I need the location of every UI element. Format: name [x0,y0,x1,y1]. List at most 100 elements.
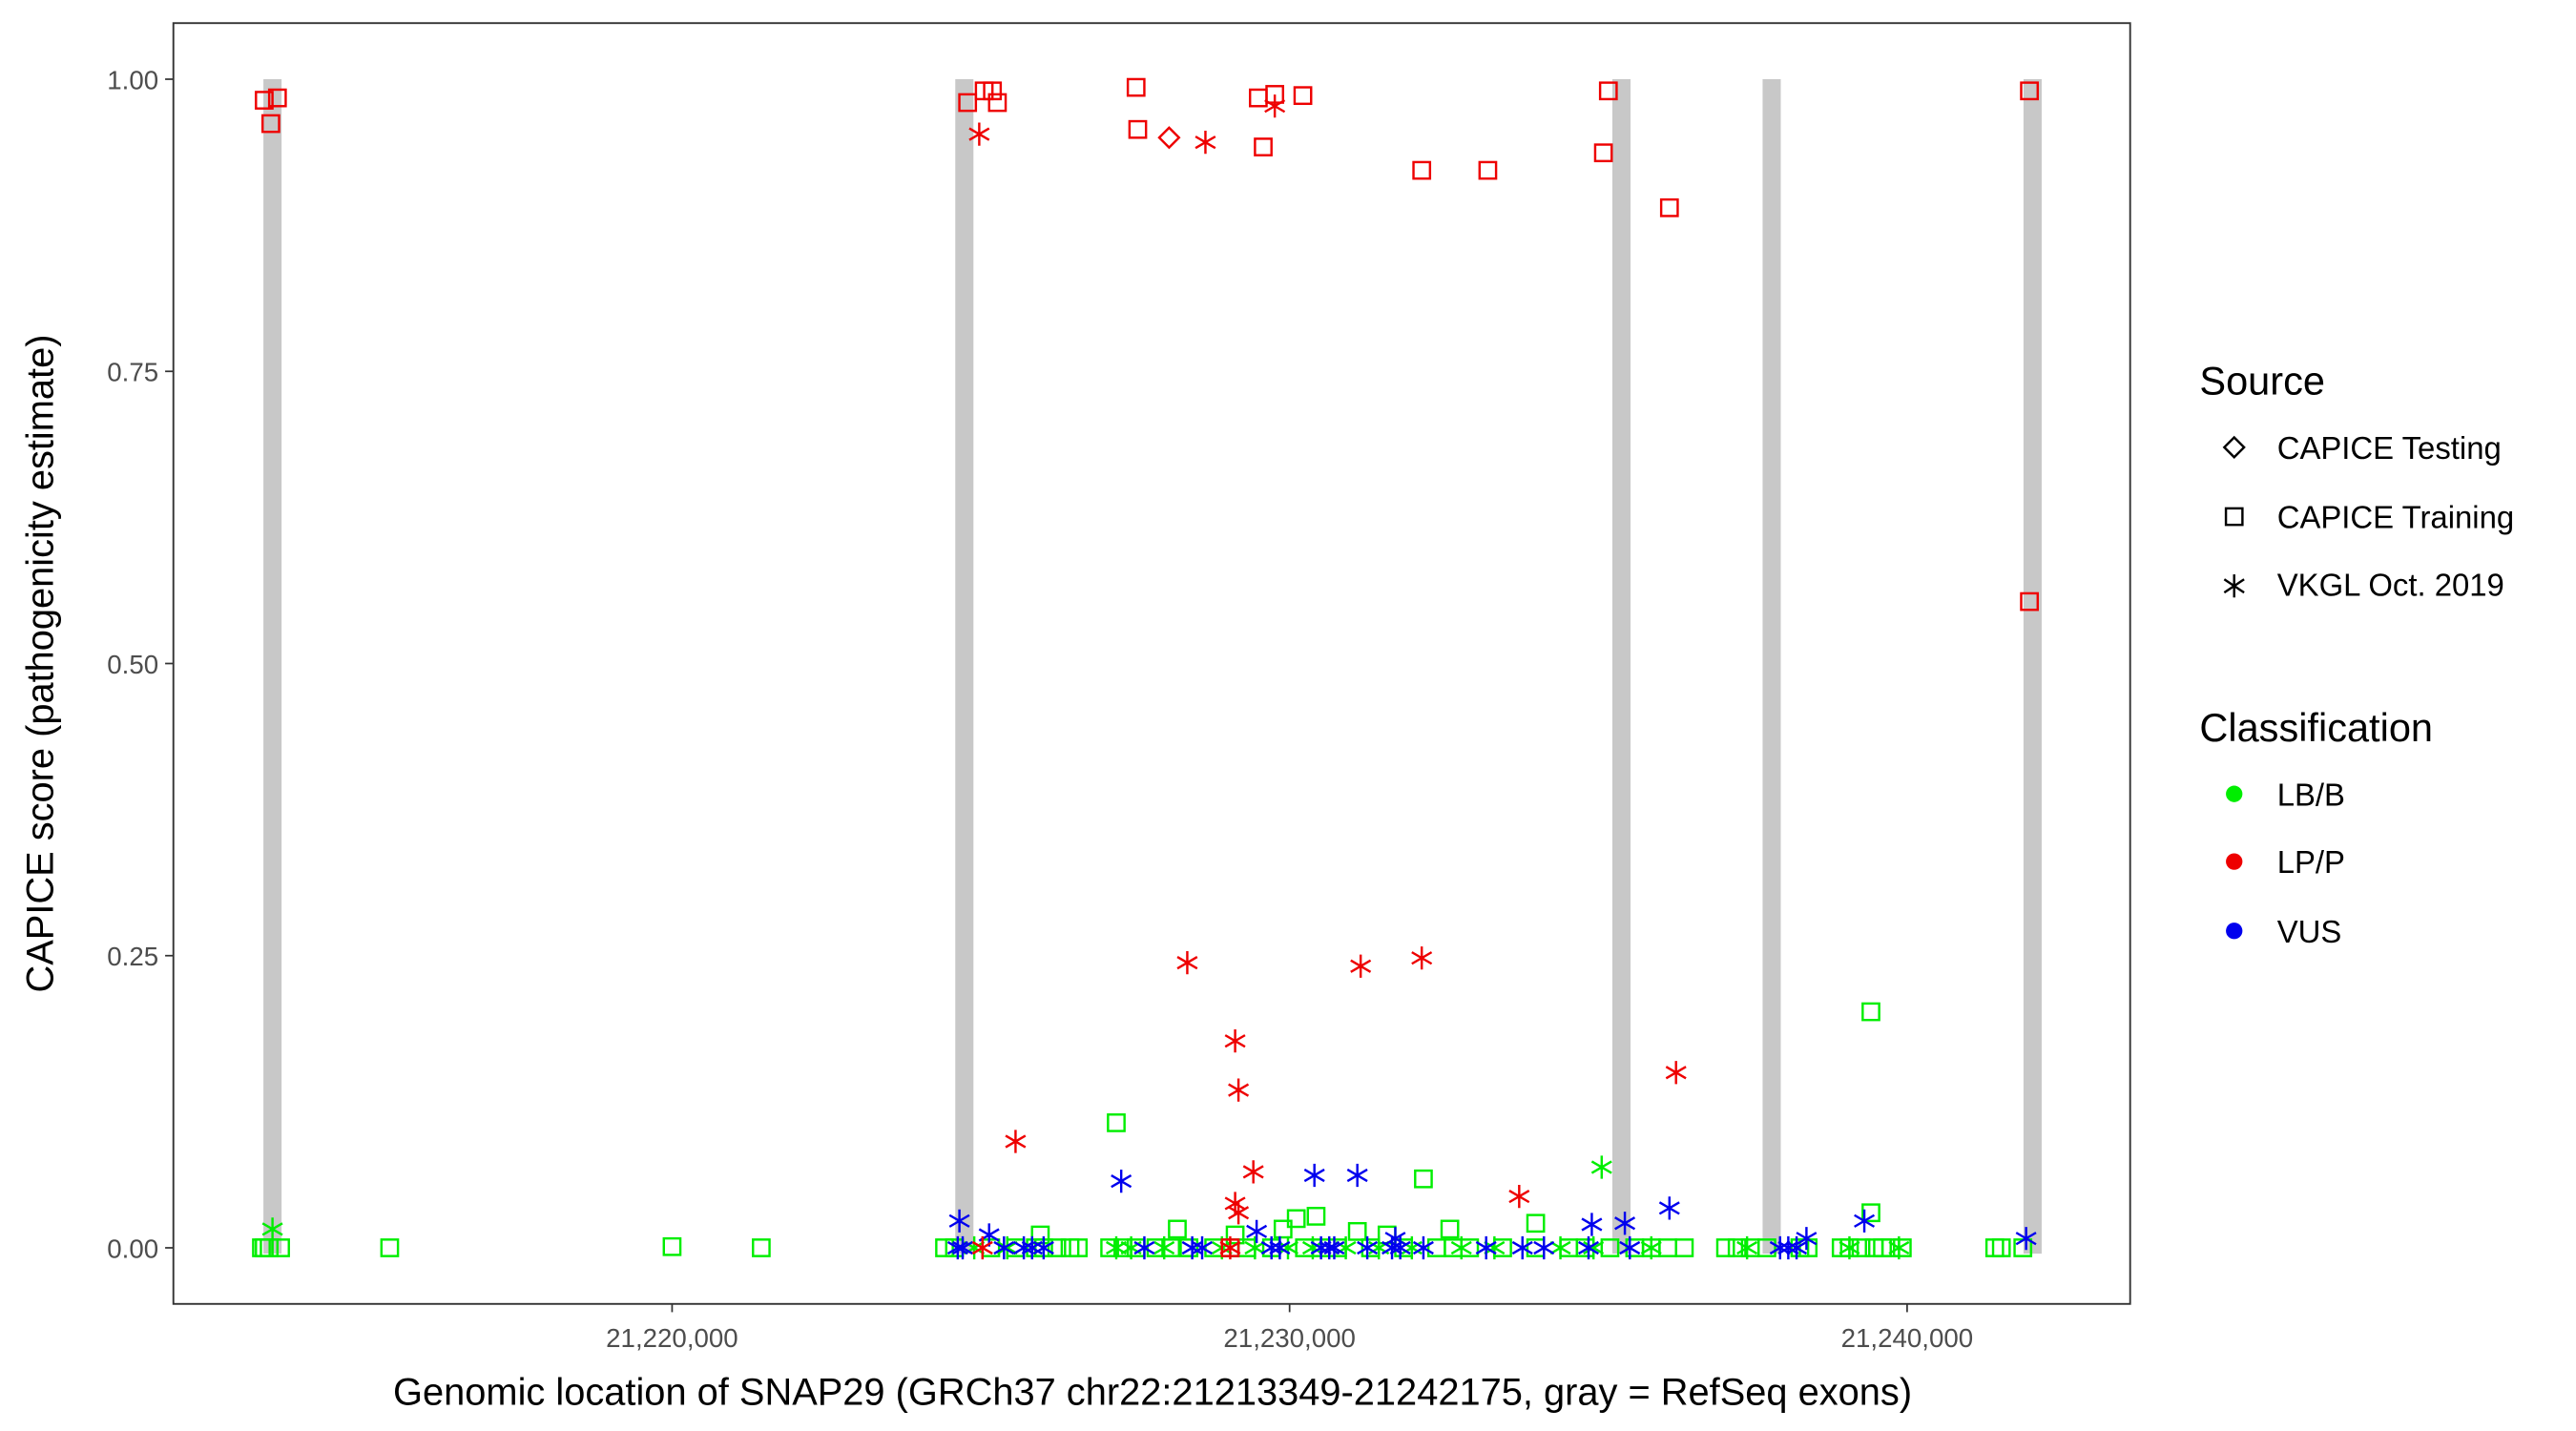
legend-item-capice-testing: CAPICE Testing [2222,430,2502,466]
data-point-asterisk [1769,1235,1791,1260]
data-point-asterisk [1323,1235,1345,1260]
data-point-asterisk [1277,1235,1298,1260]
x-tick-label: 21,220,000 [606,1323,738,1353]
data-point-square [260,114,280,134]
data-point-square [983,81,1003,101]
data-point-asterisk [1181,1235,1203,1260]
data-point-square [1220,1238,1240,1257]
data-point-square [1265,85,1285,104]
data-point-asterisk [1303,1163,1325,1188]
data-point-asterisk [1032,1235,1054,1260]
exon-bar [955,79,974,1255]
dot-icon [2226,923,2243,940]
legend-item-vkgl: VKGL Oct. 2019 [2223,568,2504,603]
square-icon [2224,507,2244,527]
data-point-asterisk [1228,1078,1250,1102]
data-point-diamond [1157,126,1181,150]
data-point-square [1293,86,1313,106]
diamond-icon [2222,435,2246,459]
data-point-asterisk [1786,1235,1808,1260]
data-point-asterisk [1224,1029,1246,1053]
data-point-asterisk [1350,954,1372,978]
data-point-square [987,93,1008,113]
data-point-asterisk [1246,1219,1268,1243]
data-point-square [380,1238,400,1257]
legend-label: VUS [2277,914,2342,949]
data-point-asterisk [1888,1235,1910,1260]
y-tick-label: 1.00 [107,65,158,94]
data-point-asterisk [1269,1235,1291,1260]
data-point-square [1412,160,1432,180]
data-point-asterisk [1619,1235,1641,1260]
legend-label: VKGL Oct. 2019 [2277,568,2504,603]
y-tick-label: 0.75 [107,358,158,387]
data-point-square [1347,1221,1367,1241]
exon-bar [263,79,282,1255]
data-point-asterisk [948,1209,970,1233]
x-axis-title: Genomic location of SNAP29 (GRCh37 chr22… [393,1371,1912,1413]
dot-icon [2226,785,2243,802]
data-point-asterisk [1796,1227,1818,1251]
data-point-asterisk [1260,1235,1282,1260]
data-point-square [1715,1238,1735,1257]
data-point-square [1069,1238,1089,1257]
data-point-asterisk [1411,946,1433,970]
data-point-square [1757,1238,1776,1257]
legend-item-vus: VUS [2226,914,2341,949]
data-point-asterisk [996,1235,1018,1260]
data-point-asterisk [1357,1235,1379,1260]
data-point-asterisk [1389,1235,1411,1260]
data-point-square [1168,1219,1187,1239]
data-point-square [1107,1113,1126,1132]
data-point-square [1440,1219,1460,1239]
data-point-asterisk [1005,1130,1027,1153]
data-point-square [1674,1238,1694,1257]
legend-label: LP/P [2277,844,2345,880]
data-point-asterisk [261,1217,283,1241]
data-point-asterisk [946,1235,968,1260]
data-point-asterisk [1511,1235,1533,1260]
data-point-square [267,88,287,108]
x-axis: 21,220,000 21,230,000 21,240,000 [606,1303,1974,1353]
legend-classification-title: Classification [2199,705,2433,750]
x-tick-label: 21,230,000 [1223,1323,1356,1353]
y-axis-title: CAPICE score (pathogenicity estimate) [19,335,61,993]
data-point-asterisk [1176,950,1198,975]
data-point-square [1861,1002,1880,1022]
data-point-square [1892,1238,1912,1257]
y-axis: 0.00 0.25 0.50 0.75 1.00 [107,65,174,1263]
data-point-asterisk [1581,1213,1603,1236]
data-point-asterisk [1777,1235,1799,1260]
data-point-square [1254,137,1273,156]
data-point-square [1047,1238,1067,1257]
y-tick-label: 0.50 [107,650,158,679]
y-tick-label: 0.25 [107,942,158,971]
data-point-asterisk [1583,1235,1605,1260]
exon-bar [2023,79,2042,1255]
data-point-asterisk [952,1235,974,1260]
data-point-asterisk [993,1235,1015,1260]
data-point-asterisk [1578,1235,1599,1260]
data-point-asterisk [1450,1235,1472,1260]
data-point-asterisk [1658,1196,1680,1220]
data-point-asterisk [1242,1160,1264,1184]
data-point-square [1273,1219,1293,1239]
data-point-square [2020,591,2039,612]
data-point-square [1414,1169,1433,1189]
data-point-asterisk [1381,1235,1403,1260]
y-tick-label: 0.00 [107,1234,158,1263]
legend-item-capice-training: CAPICE Training [2224,500,2514,535]
data-point-asterisk [1133,1235,1155,1260]
data-point-asterisk [1484,1235,1506,1260]
asterisk-icon [2223,574,2245,598]
data-point-asterisk [1640,1235,1662,1260]
data-point-square [1126,77,1146,97]
x-tick-label: 21,240,000 [1841,1323,1974,1353]
data-points [252,77,2039,1260]
exon-bar [1762,79,1781,1255]
data-point-square [1225,1225,1245,1245]
legend-label: CAPICE Training [2277,500,2514,535]
legend-label: CAPICE Testing [2277,430,2502,466]
data-point-asterisk [1665,1061,1687,1085]
dot-icon [2226,853,2243,870]
